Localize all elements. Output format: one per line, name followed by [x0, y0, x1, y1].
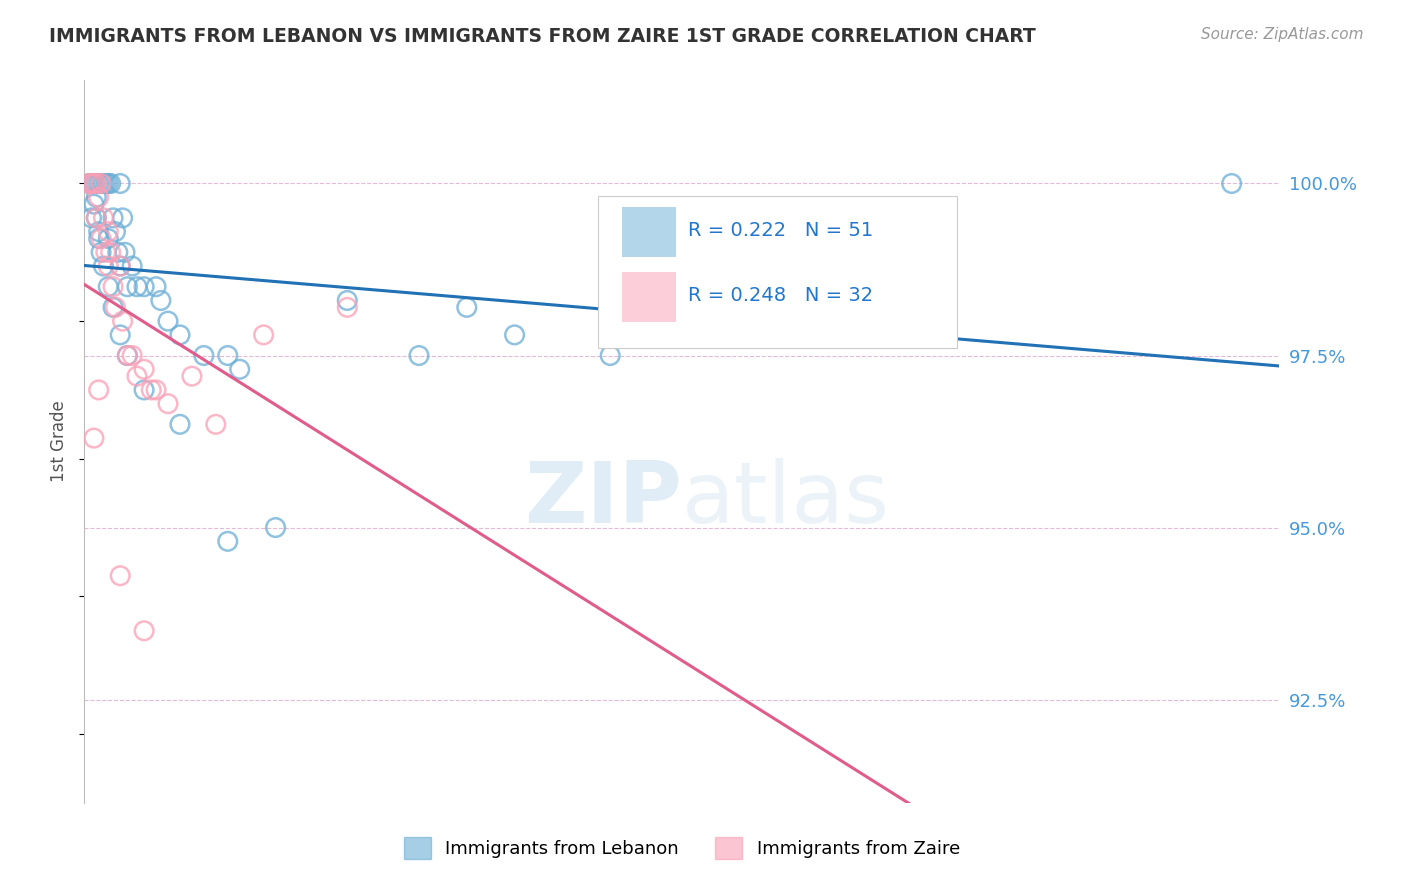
- Point: [1220, 177, 1243, 191]
- Point: [503, 327, 526, 342]
- Point: [101, 211, 124, 225]
- Point: [86, 177, 108, 191]
- Point: [114, 245, 136, 260]
- Point: [83, 177, 105, 191]
- Point: [87, 177, 110, 191]
- FancyBboxPatch shape: [599, 196, 957, 348]
- Point: [110, 259, 132, 273]
- Point: [132, 624, 156, 638]
- Point: [205, 417, 228, 432]
- Text: IMMIGRANTS FROM LEBANON VS IMMIGRANTS FROM ZAIRE 1ST GRADE CORRELATION CHART: IMMIGRANTS FROM LEBANON VS IMMIGRANTS FR…: [49, 27, 1036, 45]
- Point: [110, 568, 132, 582]
- Point: [93, 211, 115, 225]
- Point: [336, 301, 359, 315]
- Point: [86, 211, 108, 225]
- Point: [90, 177, 112, 191]
- Point: [121, 259, 143, 273]
- FancyBboxPatch shape: [623, 207, 676, 257]
- Point: [101, 279, 124, 293]
- Point: [117, 349, 139, 363]
- Point: [117, 279, 139, 293]
- Point: [83, 197, 105, 211]
- Point: [264, 520, 287, 534]
- Point: [93, 259, 115, 273]
- Point: [169, 327, 191, 342]
- Point: [97, 231, 120, 245]
- Point: [97, 177, 120, 191]
- Point: [145, 279, 167, 293]
- Text: atlas: atlas: [682, 458, 890, 541]
- Point: [97, 225, 120, 239]
- Point: [97, 259, 120, 273]
- Text: Source: ZipAtlas.com: Source: ZipAtlas.com: [1201, 27, 1364, 42]
- Point: [107, 245, 129, 260]
- Point: [456, 301, 478, 315]
- Point: [117, 349, 139, 363]
- Point: [100, 177, 122, 191]
- Point: [132, 383, 156, 397]
- Point: [97, 279, 120, 293]
- Point: [87, 383, 110, 397]
- Point: [110, 327, 132, 342]
- Point: [181, 369, 204, 384]
- Point: [77, 177, 100, 191]
- Point: [90, 177, 112, 191]
- Point: [217, 534, 239, 549]
- Point: [157, 397, 180, 411]
- Point: [100, 245, 122, 260]
- Point: [86, 190, 108, 204]
- Point: [149, 293, 172, 308]
- Point: [111, 211, 134, 225]
- Text: R = 0.222   N = 51: R = 0.222 N = 51: [688, 221, 873, 240]
- Point: [121, 349, 143, 363]
- Point: [87, 231, 110, 245]
- Point: [125, 369, 148, 384]
- Point: [104, 225, 127, 239]
- Point: [87, 190, 110, 204]
- Point: [101, 301, 124, 315]
- Point: [86, 177, 108, 191]
- Point: [110, 177, 132, 191]
- Point: [80, 177, 103, 191]
- Point: [125, 279, 148, 293]
- Point: [229, 362, 252, 376]
- Point: [145, 383, 167, 397]
- Point: [141, 383, 163, 397]
- Point: [94, 245, 117, 260]
- Point: [87, 225, 110, 239]
- Point: [132, 279, 156, 293]
- Text: ZIP: ZIP: [524, 458, 682, 541]
- Point: [253, 327, 276, 342]
- FancyBboxPatch shape: [623, 272, 676, 322]
- Point: [93, 177, 115, 191]
- Point: [86, 211, 108, 225]
- Text: R = 0.248   N = 32: R = 0.248 N = 32: [688, 286, 873, 305]
- Point: [132, 362, 156, 376]
- Point: [408, 349, 430, 363]
- Point: [336, 293, 359, 308]
- Point: [94, 177, 117, 191]
- Point: [599, 349, 621, 363]
- Legend: Immigrants from Lebanon, Immigrants from Zaire: Immigrants from Lebanon, Immigrants from…: [396, 830, 967, 866]
- Point: [217, 349, 239, 363]
- Point: [80, 211, 103, 225]
- Point: [83, 431, 105, 445]
- Point: [90, 231, 112, 245]
- Y-axis label: 1st Grade: 1st Grade: [51, 401, 69, 483]
- Point: [90, 245, 112, 260]
- Point: [77, 177, 100, 191]
- Point: [111, 314, 134, 328]
- Point: [104, 301, 127, 315]
- Point: [157, 314, 180, 328]
- Point: [83, 177, 105, 191]
- Point: [80, 177, 103, 191]
- Point: [169, 417, 191, 432]
- Point: [193, 349, 215, 363]
- Point: [110, 259, 132, 273]
